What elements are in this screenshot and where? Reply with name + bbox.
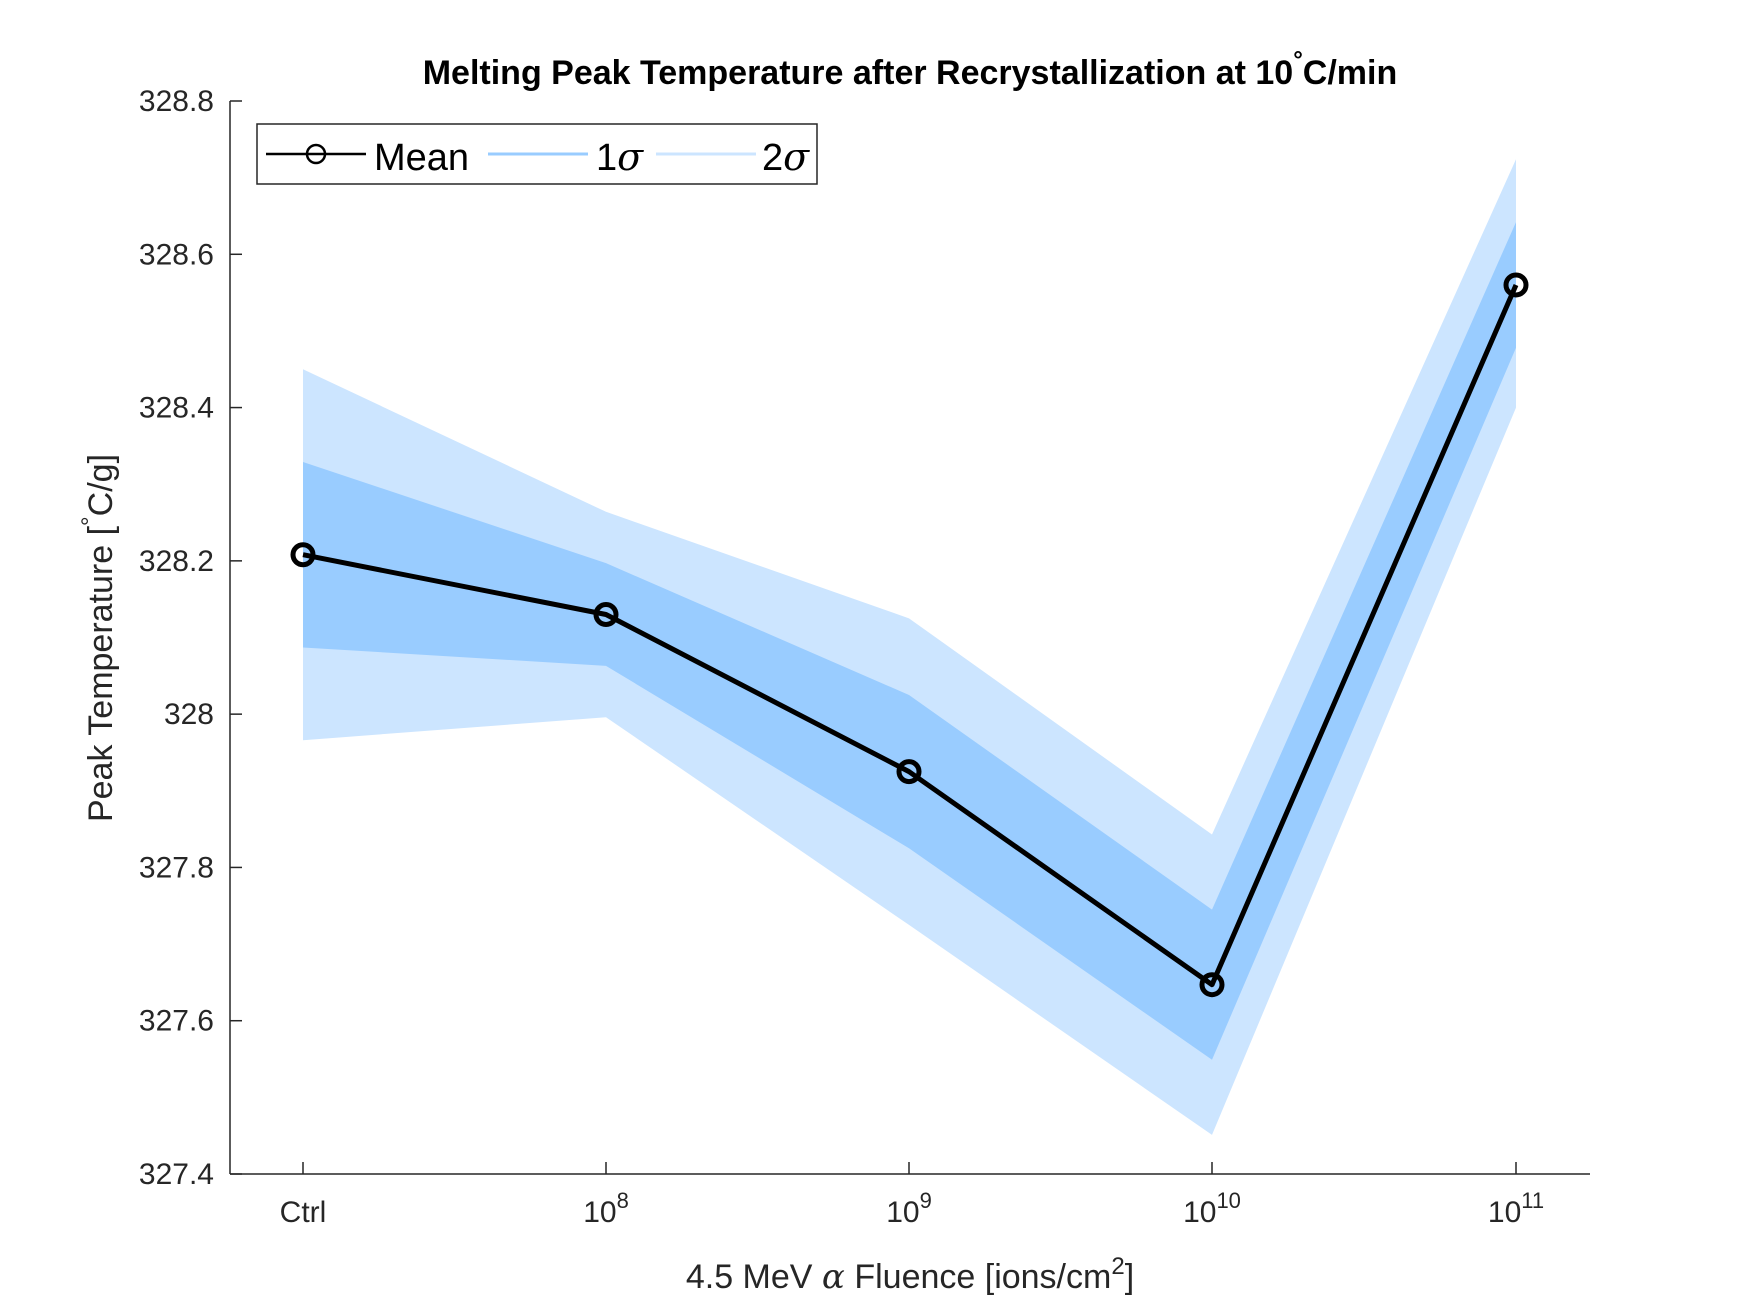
x-tick-label: Ctrl	[280, 1196, 327, 1229]
y-tick-label: 327.6	[139, 1005, 214, 1038]
legend-label-mean: Mean	[374, 137, 469, 179]
x-ticks: Ctrl 108 109 1010 1011	[280, 1162, 1544, 1229]
mean-point	[896, 759, 922, 785]
x-axis-label: 4.5 MeV α Fluence [ions/cm2]	[686, 1253, 1134, 1297]
y-tick-label: 328.2	[139, 545, 214, 578]
mean-point	[1503, 272, 1529, 298]
mean-point	[1199, 972, 1225, 998]
mean-point	[290, 542, 316, 568]
y-tick-label: 328	[164, 698, 214, 731]
chart-title: Melting Peak Temperature after Recrystal…	[423, 47, 1398, 92]
band-2sigma	[303, 159, 1516, 1135]
legend-entry-2sigma: 2σ	[656, 135, 810, 179]
x-tick-label: 108	[583, 1188, 629, 1229]
legend: Mean 1σ 2σ	[256, 123, 818, 185]
legend-label-1sigma: 1σ	[596, 135, 644, 179]
legend-entry-mean: Mean	[266, 137, 469, 179]
sigma-bands	[303, 159, 1516, 1135]
x-tick-label: 1011	[1488, 1188, 1544, 1229]
mean-line	[302, 283, 1519, 988]
legend-mean-marker	[305, 143, 327, 165]
mean-point	[593, 602, 619, 628]
legend-label-2sigma: 2σ	[762, 135, 810, 179]
y-tick-label: 327.4	[139, 1158, 214, 1191]
mean-series	[290, 272, 1529, 998]
y-tick-label: 328.4	[139, 392, 214, 425]
x-tick-label: 109	[886, 1188, 932, 1229]
axes: 327.4 327.6 327.8 328 328.2 328.4 328.6 328.8 C…	[139, 85, 1590, 1229]
legend-entry-1sigma: 1σ	[488, 135, 644, 179]
x-tick-label: 1010	[1183, 1188, 1241, 1229]
y-tick-label: 328.6	[139, 238, 214, 271]
y-tick-label: 328.8	[139, 85, 214, 118]
y-axis-label: Peak Temperature [°C/g]	[77, 454, 120, 822]
band-1sigma	[303, 222, 1516, 1060]
y-ticks: 327.4 327.6 327.8 328 328.2 328.4 328.6 328.8	[139, 85, 242, 1191]
y-tick-label: 327.8	[139, 851, 214, 884]
